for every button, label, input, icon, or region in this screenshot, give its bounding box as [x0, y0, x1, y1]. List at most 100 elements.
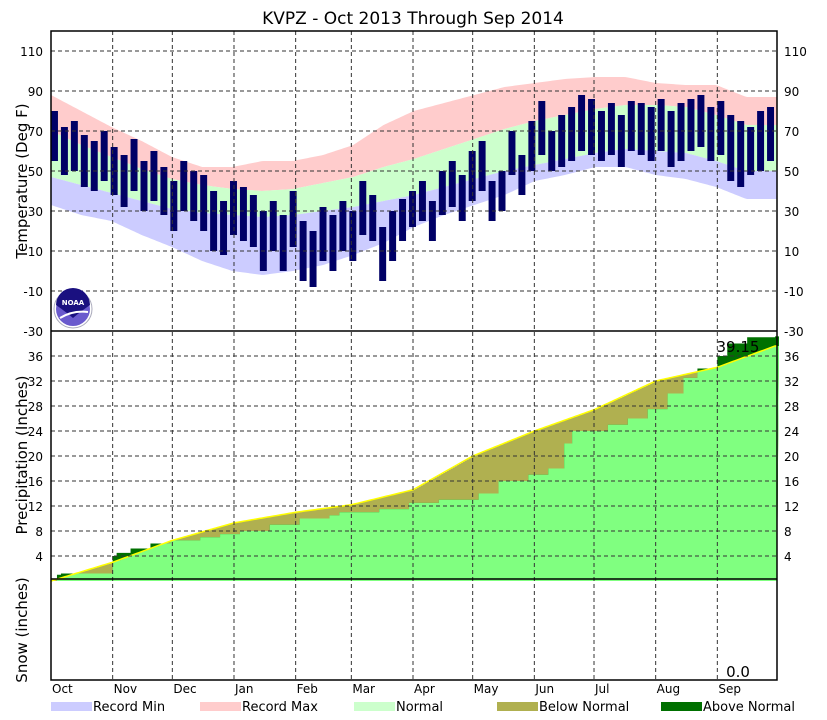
temp-tick-left: 110: [20, 45, 43, 59]
month-tick-label: Jun: [534, 682, 554, 696]
precip-tick-right: 32: [784, 375, 799, 389]
actual-temp-bar: [508, 131, 516, 175]
actual-temp-bar: [140, 161, 148, 211]
precip-tick-left: 20: [28, 450, 43, 464]
actual-temp-bar: [627, 101, 635, 151]
actual-temp-bar: [210, 191, 218, 251]
temp-tick-left: -10: [23, 285, 43, 299]
actual-temp-bar: [548, 131, 556, 171]
actual-temp-bar: [438, 171, 446, 215]
actual-temp-bar: [737, 121, 745, 187]
legend-label: Above Normal: [703, 700, 795, 715]
precip-area: [51, 346, 779, 581]
panel-frames: [50, 30, 778, 681]
actual-temp-bar: [160, 167, 168, 215]
month-tick-label: Jul: [594, 682, 609, 696]
legend-label: Record Min: [93, 700, 165, 715]
actual-temp-bar: [448, 161, 456, 207]
legend-label: Record Max: [242, 700, 318, 715]
actual-temp-bar: [418, 181, 426, 221]
logo-text: NOAA: [62, 299, 85, 307]
normal-band: [51, 105, 777, 217]
precipitation-panel: [50, 336, 779, 582]
actual-temp-bar: [369, 195, 377, 241]
actual-temp-bar: [389, 211, 397, 261]
month-tick-label: May: [474, 682, 499, 696]
legend-label: Below Normal: [539, 700, 629, 715]
actual-temp-bar: [597, 111, 605, 161]
precip-tick-left: 8: [35, 525, 43, 539]
precip-tick-left: 28: [28, 400, 43, 414]
chart-title: KVPZ - Oct 2013 Through Sep 2014: [262, 9, 564, 29]
actual-temp-bar: [359, 181, 367, 235]
actual-temp-bar: [757, 111, 765, 171]
actual-temp-bar: [617, 115, 625, 167]
month-tick-label: Jan: [234, 682, 254, 696]
legend-swatch: [51, 702, 92, 711]
actual-temp-bar: [220, 201, 228, 255]
actual-temp-bar: [319, 207, 327, 261]
actual-temp-bar: [707, 107, 715, 161]
month-tick-label: Feb: [297, 682, 318, 696]
temp-tick-right: -10: [784, 285, 804, 299]
legend-label: Normal: [396, 700, 443, 715]
actual-temp-bar: [200, 175, 208, 231]
actual-temp-bar: [80, 135, 88, 187]
precip-tick-left: 24: [28, 425, 43, 439]
actual-temp-bar: [170, 181, 178, 231]
month-tick-label: Mar: [352, 682, 375, 696]
temp-tick-left: -30: [23, 325, 43, 339]
actual-temp-bar: [727, 115, 735, 181]
precip-tick-left: 32: [28, 375, 43, 389]
precip-tick-right: 24: [784, 425, 799, 439]
temp-tick-left: 90: [28, 85, 43, 99]
actual-temp-bar: [667, 111, 675, 167]
precip-tick-left: 36: [28, 350, 43, 364]
actual-temp-bar: [259, 211, 267, 271]
actual-temp-bar: [180, 161, 188, 211]
legend-swatch: [200, 702, 241, 711]
actual-temp-bar: [607, 103, 615, 155]
snow-total-label: 0.0: [726, 663, 750, 681]
actual-temp-bar: [468, 151, 476, 201]
actual-temp-bar: [747, 127, 755, 175]
precip-tick-right: 12: [784, 500, 799, 514]
actual-temp-bar: [458, 175, 466, 221]
noaa-logo-icon: NOAA: [53, 288, 93, 329]
actual-temp-bar: [269, 201, 277, 251]
precip-tick-right: 36: [784, 350, 799, 364]
grid: [51, 31, 777, 680]
legend-swatch: [661, 702, 702, 711]
precip-tick-right: 16: [784, 475, 799, 489]
temp-tick-right: -30: [784, 325, 804, 339]
actual-temp-bar: [239, 187, 247, 241]
actual-temp-bar: [647, 107, 655, 161]
record-max-band: [51, 77, 777, 191]
legend-swatch: [497, 702, 538, 711]
temp-tick-right: 10: [784, 245, 799, 259]
actual-temp-bar: [100, 131, 108, 181]
actual-temp-bar: [528, 121, 536, 171]
legend: Record Min Record Max Normal Below Normal Ab…: [51, 700, 795, 715]
snow-axis-label: Snow (inches): [13, 577, 31, 682]
temp-tick-left: 70: [28, 125, 43, 139]
actual-temp-bar: [488, 181, 496, 221]
actual-temp-bar: [349, 211, 357, 261]
actual-temp-bar: [289, 191, 297, 247]
actual-temp-bar: [558, 115, 566, 167]
actual-temp-bar: [637, 103, 645, 155]
legend-swatch: [354, 702, 395, 711]
actual-temp-bar: [339, 201, 347, 251]
precip-tick-right: 4: [784, 550, 792, 564]
month-tick-label: Dec: [173, 682, 196, 696]
temp-tick-right: 90: [784, 85, 799, 99]
actual-temp-bar: [538, 101, 546, 155]
actual-temp-bar: [687, 99, 695, 151]
actual-temp-bar: [428, 201, 436, 241]
actual-temp-bar: [677, 103, 685, 161]
actual-temp-bar: [309, 231, 317, 287]
actual-temp-bar: [60, 127, 68, 175]
temp-tick-right: 50: [784, 165, 799, 179]
actual-temp-bar: [399, 199, 407, 241]
